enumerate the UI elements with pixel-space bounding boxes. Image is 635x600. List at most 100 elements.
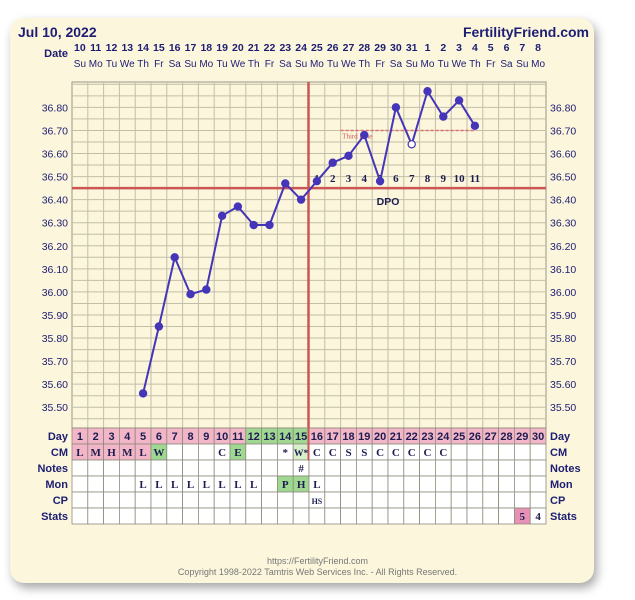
date-tick: 29 (374, 42, 386, 54)
temperature-point (344, 151, 353, 161)
notes-cell (324, 459, 341, 477)
temperature-point (312, 176, 322, 186)
cp-cell (197, 491, 215, 509)
date-tick: 27 (343, 42, 355, 54)
stats-row-label-right: Stats (550, 511, 577, 523)
notes-cell (450, 459, 468, 477)
notes-cell (340, 459, 357, 477)
notes-cell (197, 459, 215, 477)
stats-cell (450, 507, 468, 525)
temperature-line (142, 88, 476, 394)
third-line-label: Third Line (342, 132, 372, 140)
y-tick-left: 35.60 (42, 379, 68, 391)
weekday-tick: Fr (486, 59, 496, 70)
y-tick-left: 36.80 (42, 102, 68, 114)
date-tick: 17 (185, 42, 197, 54)
temperature-point (249, 220, 258, 230)
mon-cell (340, 475, 357, 493)
temperature-point (328, 158, 337, 167)
stats-cell (482, 507, 499, 525)
y-tick-right: 36.00 (550, 287, 576, 299)
weekday-tick: Th (358, 59, 370, 70)
cp-cell (213, 491, 231, 509)
day-cell-value: 20 (374, 431, 386, 443)
notes-cell (71, 459, 89, 477)
stats-cell (87, 507, 105, 525)
cm-cell (514, 443, 531, 461)
cp-cell (119, 491, 136, 509)
stats-cell-value: 5 (520, 511, 526, 523)
dpo-number: 6 (393, 173, 399, 185)
mon-cell (514, 475, 531, 493)
weekday-tick: We (341, 59, 356, 70)
stats-cell (434, 507, 452, 525)
day-cell-value: 12 (248, 431, 260, 443)
date-tick: 6 (504, 42, 510, 54)
date-tick: 21 (248, 42, 260, 54)
mon-cell-value: L (155, 479, 162, 491)
cp-cell (324, 491, 341, 509)
notes-cell (134, 459, 152, 477)
day-cell-value: 30 (532, 431, 544, 443)
cm-cell-value: M (91, 447, 102, 459)
cm-cell-value: S (345, 447, 351, 459)
cp-row-label-left: CP (53, 495, 68, 507)
stats-cell (119, 507, 136, 525)
cm-cell-value: C (408, 447, 416, 459)
weekday-tick: Sa (279, 59, 292, 70)
cp-cell (514, 491, 531, 509)
day-cell-value: 3 (108, 431, 114, 443)
day-cell-value: 16 (311, 431, 323, 443)
notes-cell (245, 459, 263, 477)
stats-cell (166, 507, 184, 525)
cp-cell (87, 491, 105, 509)
y-tick-right: 35.60 (550, 379, 576, 391)
notes-cell (276, 459, 294, 477)
dpo-number: 8 (425, 173, 431, 185)
cp-cell (292, 491, 310, 509)
weekday-tick: We (452, 59, 467, 70)
cm-cell-value: C (218, 447, 226, 459)
stats-cell (134, 507, 152, 525)
stats-cell (276, 507, 294, 525)
cp-cell (355, 491, 373, 509)
date-tick: 15 (153, 42, 165, 54)
temperature-point (470, 121, 480, 131)
cm-row-label-right: CM (550, 447, 567, 459)
y-tick-left: 35.50 (42, 402, 68, 414)
day-cell-value: 24 (437, 431, 450, 443)
date-tick: 8 (535, 42, 541, 54)
y-tick-left: 36.70 (42, 125, 68, 137)
cp-cell (498, 491, 515, 509)
date-tick: 24 (295, 42, 307, 54)
notes-cell (529, 459, 547, 477)
brand-logo-text[interactable]: FertilityFriend.com (462, 24, 589, 40)
day-cell-value: 25 (453, 431, 465, 443)
cm-cell-value: M (122, 447, 133, 459)
cm-cell (245, 443, 263, 461)
weekday-tick: Mo (199, 59, 213, 70)
day-cell-value: 9 (203, 431, 209, 443)
day-cell-value: 19 (358, 431, 370, 443)
date-tick: 3 (456, 42, 462, 54)
stats-cell (308, 507, 326, 525)
day-cell-value: 2 (93, 431, 99, 443)
cp-row-label-right: CP (550, 495, 565, 507)
cp-cell (403, 491, 420, 509)
cm-cell-value: S (361, 447, 367, 459)
stats-cell (229, 507, 247, 525)
y-tick-right: 36.80 (550, 102, 576, 114)
y-tick-right: 36.60 (550, 149, 576, 161)
stats-cell (182, 507, 199, 525)
dpo-number: 2 (330, 173, 336, 185)
cp-cell (387, 491, 405, 509)
temperature-point (296, 195, 306, 204)
weekday-tick: Th (469, 59, 481, 70)
stats-cell (103, 507, 120, 525)
dpo-number: 4 (362, 173, 368, 185)
temperature-point (186, 290, 195, 299)
cm-cell-value: C (392, 447, 400, 459)
footer-url[interactable]: https://FertilityFriend.com (266, 556, 369, 566)
mon-cell (403, 475, 420, 493)
day-cell-value: 7 (172, 431, 178, 443)
